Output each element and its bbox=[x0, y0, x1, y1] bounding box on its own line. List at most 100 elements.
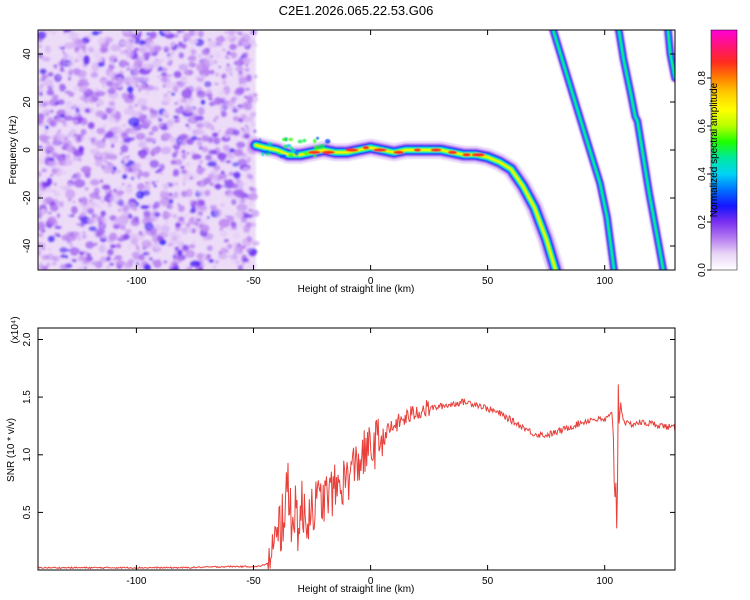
noise-blob bbox=[204, 189, 211, 197]
noise-blob bbox=[173, 159, 183, 166]
noise-blob bbox=[155, 245, 162, 252]
noise-blob bbox=[251, 209, 260, 218]
noise-blob bbox=[187, 55, 197, 62]
noise-blob bbox=[179, 105, 184, 109]
noise-blob bbox=[121, 164, 125, 168]
noise-blob bbox=[174, 182, 179, 186]
noise-blob bbox=[131, 253, 135, 256]
noise-blob bbox=[87, 34, 93, 40]
noise-blob bbox=[161, 132, 172, 140]
noise-blob bbox=[224, 55, 228, 58]
noise-blob bbox=[47, 71, 54, 77]
noise-blob bbox=[220, 173, 225, 176]
noise-blob bbox=[193, 30, 199, 36]
noise-blob bbox=[80, 216, 91, 225]
ridge-speckle bbox=[313, 138, 317, 144]
noise-blob bbox=[170, 159, 177, 165]
noise-blob bbox=[251, 192, 258, 197]
noise-blob bbox=[44, 45, 52, 54]
noise-blob bbox=[156, 113, 162, 120]
noise-blob bbox=[185, 265, 191, 270]
noise-blob bbox=[49, 204, 59, 212]
noise-blob bbox=[181, 149, 186, 154]
noise-blob bbox=[110, 108, 114, 111]
noise-blob bbox=[152, 204, 158, 210]
ridge-speckle bbox=[324, 139, 331, 144]
noise-blob bbox=[144, 156, 153, 162]
noise-blob bbox=[87, 207, 95, 215]
noise-blob bbox=[245, 74, 253, 82]
noise-blob bbox=[111, 62, 115, 67]
noise-blob bbox=[89, 148, 100, 156]
noise-blob bbox=[113, 118, 120, 124]
noise-blob bbox=[56, 257, 61, 261]
noise-blob bbox=[159, 190, 166, 194]
noise-blob bbox=[179, 133, 188, 140]
noise-blob bbox=[250, 121, 256, 127]
noise-blob bbox=[39, 145, 43, 149]
noise-blob bbox=[131, 162, 142, 170]
noise-blob bbox=[175, 267, 180, 270]
noise-blob bbox=[180, 165, 185, 170]
noise-blob bbox=[196, 218, 201, 222]
noise-blob bbox=[95, 56, 104, 63]
noise-blob bbox=[148, 257, 153, 261]
ridge-speckle bbox=[303, 152, 309, 155]
noise-blob bbox=[214, 72, 220, 77]
noise-blob bbox=[45, 125, 49, 130]
noise-blob bbox=[78, 86, 88, 93]
noise-blob bbox=[188, 244, 196, 249]
noise-blob bbox=[225, 159, 232, 164]
noise-blob bbox=[150, 168, 154, 172]
noise-blob bbox=[52, 94, 59, 100]
noise-blob bbox=[176, 45, 182, 50]
noise-blob bbox=[234, 263, 240, 267]
noise-blob bbox=[219, 230, 228, 237]
spectrogram-panel: -100 -50 0 50 100 -40 -20 0 20 40 Height of stra… bbox=[8, 29, 676, 295]
noise-blob bbox=[130, 39, 133, 42]
noise-blob bbox=[38, 44, 43, 49]
noise-blob bbox=[54, 226, 60, 230]
noise-blob bbox=[205, 55, 211, 60]
colorbar-label: Normalized spectral amplitude bbox=[709, 82, 720, 217]
ridge-speckle bbox=[288, 137, 294, 142]
noise-blob bbox=[218, 218, 230, 228]
noise-blob bbox=[127, 117, 140, 127]
noise-blob bbox=[168, 183, 172, 187]
ridge-speckle bbox=[261, 152, 265, 157]
noise-blob bbox=[160, 199, 169, 207]
noise-blob bbox=[169, 145, 174, 148]
noise-blob bbox=[196, 252, 204, 260]
noise-blob bbox=[221, 74, 225, 79]
noise-blob bbox=[234, 96, 238, 100]
noise-blob bbox=[180, 30, 185, 34]
noise-blob bbox=[59, 247, 68, 253]
noise-blob bbox=[98, 244, 106, 254]
noise-blob bbox=[233, 171, 241, 179]
noise-blob bbox=[163, 95, 172, 103]
noise-blob bbox=[209, 69, 215, 75]
spectrogram-noise-region bbox=[38, 30, 260, 270]
noise-blob bbox=[105, 189, 110, 193]
noise-blob bbox=[181, 152, 187, 160]
noise-blob bbox=[87, 121, 95, 130]
noise-blob bbox=[120, 144, 129, 153]
noise-blob bbox=[108, 232, 118, 241]
noise-blob bbox=[198, 40, 204, 47]
noise-blob bbox=[94, 159, 103, 167]
noise-blob bbox=[245, 87, 250, 91]
noise-blob bbox=[181, 227, 188, 235]
noise-blob bbox=[182, 244, 188, 249]
noise-blob bbox=[46, 262, 51, 267]
noise-blob bbox=[219, 227, 224, 231]
noise-blob bbox=[196, 190, 206, 197]
noise-blob bbox=[149, 113, 157, 119]
noise-blob bbox=[184, 81, 188, 84]
noise-blob bbox=[40, 208, 47, 215]
noise-blob bbox=[160, 146, 172, 155]
noise-blob bbox=[91, 130, 95, 134]
noise-blob bbox=[96, 110, 106, 117]
noise-blob bbox=[178, 216, 185, 222]
noise-blob bbox=[64, 103, 74, 114]
